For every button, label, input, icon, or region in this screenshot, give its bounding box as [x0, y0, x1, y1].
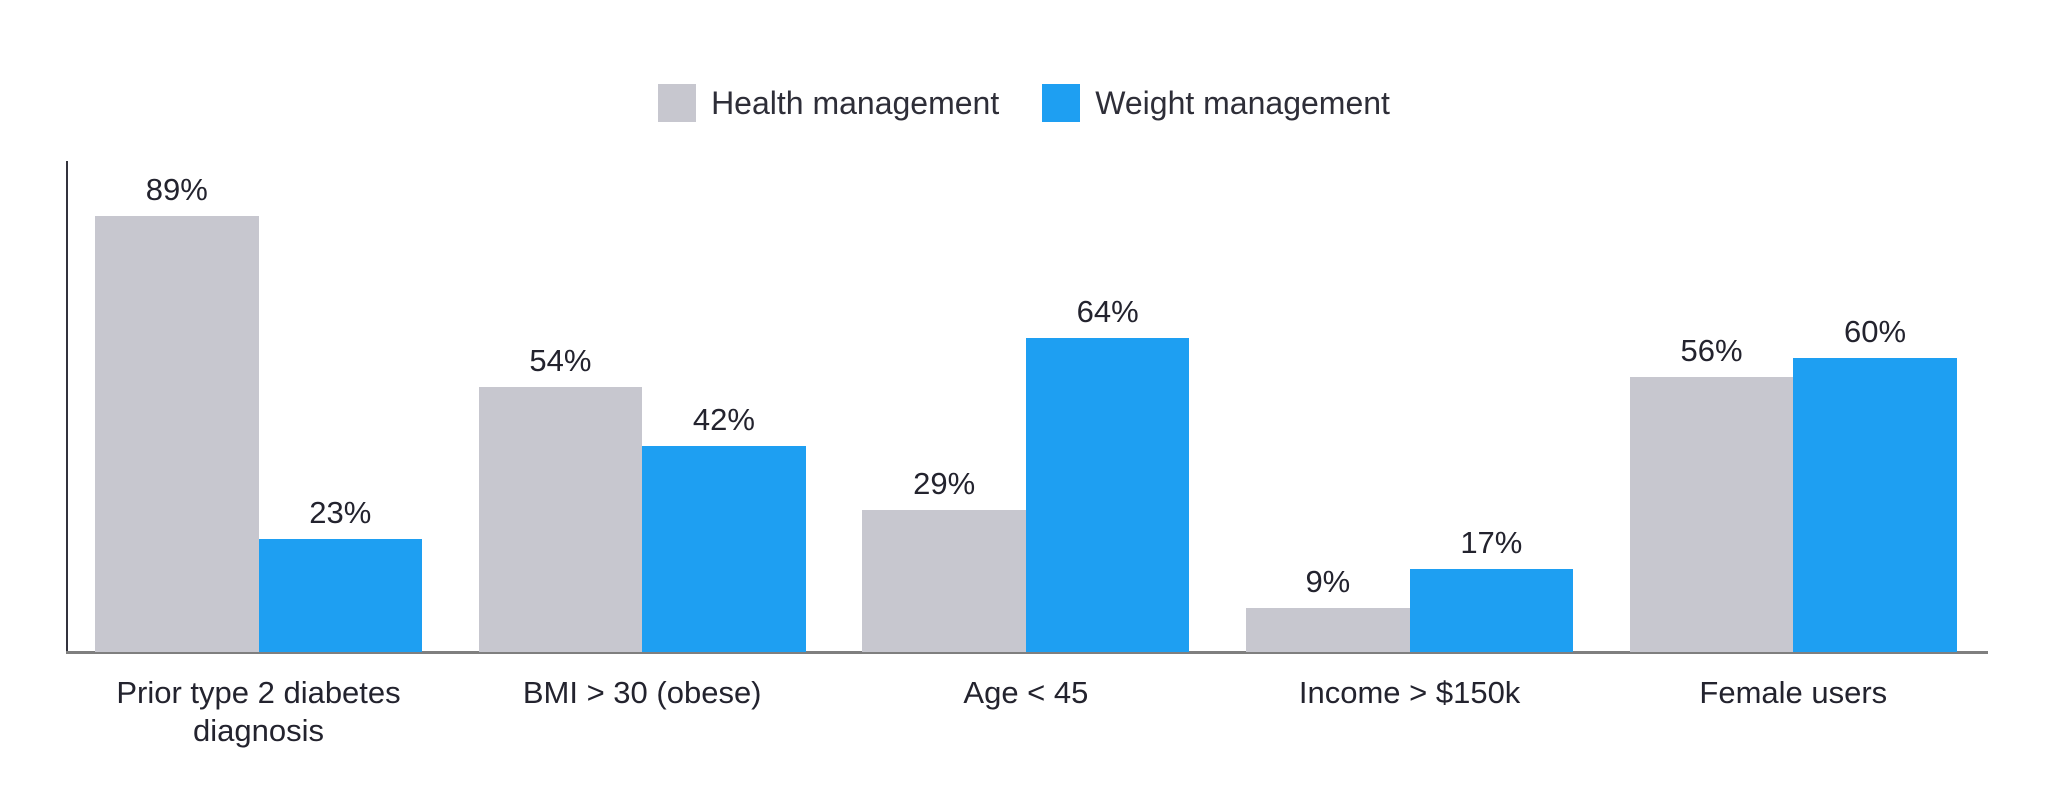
bar-value-label: 42% [692, 402, 755, 438]
x-axis-category-label: BMI > 30 (obese) [522, 675, 762, 710]
bar-weight-management [1409, 568, 1574, 652]
bar-value-label: 54% [529, 343, 592, 379]
legend-swatch-icon [658, 84, 697, 122]
bar-weight-management [258, 539, 422, 652]
bar-value-label: 9% [1305, 563, 1351, 599]
chart-legend: Health management Weight management [0, 84, 2048, 122]
bar-health-management [1629, 377, 1794, 652]
legend-swatch-icon [1042, 84, 1081, 122]
bar-health-management [95, 215, 259, 652]
bar-health-management [1246, 607, 1410, 652]
bar-weight-management [642, 446, 806, 652]
legend-label: Health management [711, 85, 1000, 121]
bar-weight-management [1793, 357, 1957, 652]
legend-item-weight-management: Weight management [1042, 84, 1390, 122]
x-axis-line [66, 651, 1988, 654]
bar-value-label: 23% [309, 495, 372, 531]
bar-value-label: 56% [1680, 333, 1743, 369]
legend-label: Weight management [1095, 85, 1390, 121]
bar-value-label: 60% [1844, 313, 1907, 349]
bar-value-label: 64% [1076, 294, 1139, 330]
bar-weight-management [1025, 338, 1190, 652]
bar-value-label: 17% [1460, 524, 1523, 560]
legend-item-health-management: Health management [658, 84, 999, 122]
x-axis-category-label: Income > $150k [1298, 675, 1521, 710]
x-axis-category-label: Age < 45 [963, 675, 1089, 710]
bar-value-label: 29% [913, 465, 976, 501]
bar-value-label: 89% [145, 171, 208, 207]
bar-health-management [862, 509, 1026, 652]
x-axis-category-label: Female users [1699, 675, 1888, 710]
bar-health-management [478, 387, 643, 652]
y-axis-line [66, 161, 68, 652]
x-axis-category-label: Prior type 2 diabetes diagnosis [116, 675, 401, 748]
